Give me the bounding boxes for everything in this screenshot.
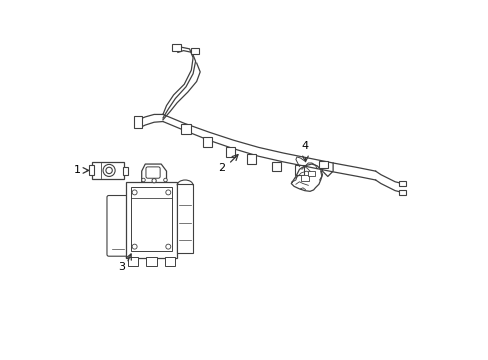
Circle shape: [132, 190, 137, 195]
Text: 4: 4: [301, 141, 308, 151]
Bar: [92, 162, 124, 179]
Circle shape: [106, 167, 112, 174]
Bar: [225, 147, 234, 157]
FancyBboxPatch shape: [107, 195, 130, 256]
Bar: [191, 48, 199, 54]
Bar: [398, 181, 405, 186]
Circle shape: [132, 244, 137, 249]
Bar: [307, 171, 314, 176]
Bar: [127, 257, 138, 266]
FancyBboxPatch shape: [145, 167, 160, 178]
Bar: [202, 137, 211, 147]
Bar: [164, 257, 175, 266]
Bar: [271, 162, 281, 171]
Bar: [177, 184, 193, 253]
Bar: [301, 175, 308, 181]
Bar: [122, 167, 128, 175]
Bar: [134, 116, 142, 127]
Bar: [131, 187, 171, 251]
Circle shape: [163, 178, 167, 182]
Bar: [398, 190, 405, 195]
Bar: [294, 165, 304, 175]
Bar: [125, 182, 177, 258]
Text: 1: 1: [74, 166, 81, 175]
Text: 2: 2: [218, 163, 224, 172]
Bar: [246, 154, 256, 165]
Text: 3: 3: [118, 262, 124, 272]
Circle shape: [165, 244, 170, 249]
Bar: [318, 161, 327, 168]
Circle shape: [152, 179, 156, 183]
Bar: [171, 44, 181, 51]
Circle shape: [103, 165, 115, 176]
Bar: [181, 123, 190, 134]
Circle shape: [142, 178, 145, 182]
Bar: [88, 166, 94, 175]
Circle shape: [165, 190, 170, 195]
Bar: [146, 257, 157, 266]
